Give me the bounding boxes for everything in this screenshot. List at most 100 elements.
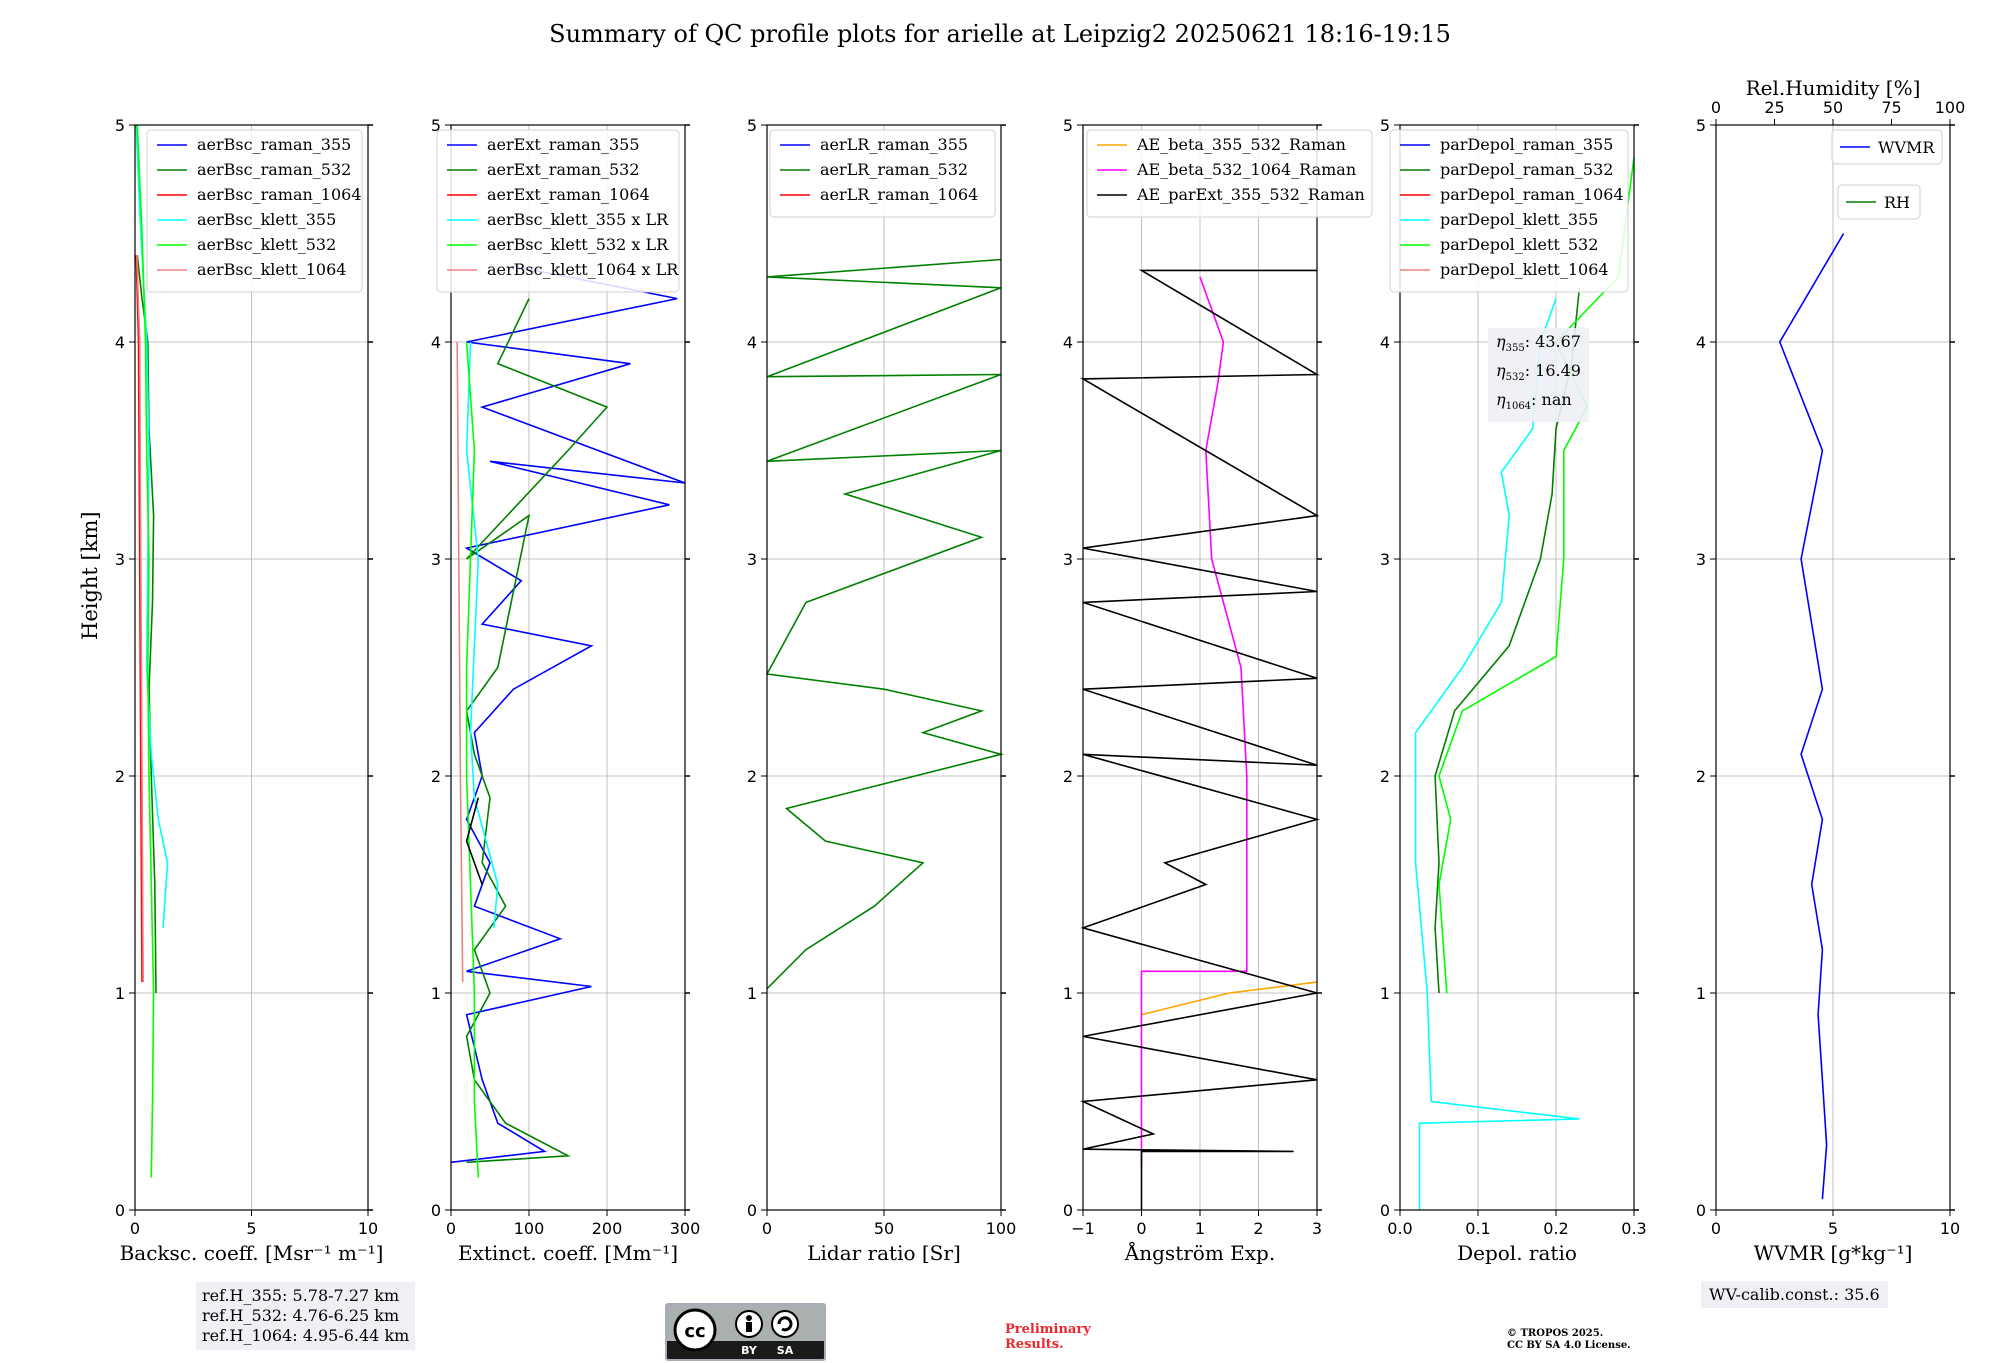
preliminary-note: Preliminary Results. bbox=[1005, 1322, 1091, 1352]
y-tick-label: 1 bbox=[115, 984, 125, 1003]
legend-entry: aerBsc_raman_355 bbox=[197, 135, 351, 154]
ref-height-355: ref.H_355: 5.78-7.27 km bbox=[202, 1286, 400, 1305]
x-tick-label: 0.2 bbox=[1543, 1219, 1568, 1238]
y-tick-label: 1 bbox=[1696, 984, 1706, 1003]
legend-entry: aerBsc_raman_1064 bbox=[197, 185, 362, 204]
eta-box: η355: 43.67 η532: 16.49 η1064: nan bbox=[1488, 328, 1589, 422]
series-line-parDepol_klett_355 bbox=[1414, 298, 1580, 1210]
legend-entry: aerBsc_klett_532 x LR bbox=[487, 235, 669, 254]
reference-heights-box: ref.H_355: 5.78-7.27 km ref.H_532: 4.76-… bbox=[196, 1282, 416, 1350]
legend-entry: WVMR bbox=[1878, 138, 1935, 157]
top-tick-label: 75 bbox=[1881, 98, 1901, 117]
plot-frame bbox=[1399, 124, 1635, 1211]
legend-entry: aerLR_raman_532 bbox=[820, 160, 968, 179]
x-tick-label: 50 bbox=[874, 1219, 894, 1238]
copyright-line-1: © TROPOS 2025. bbox=[1507, 1328, 1604, 1339]
x-tick-label: 100 bbox=[986, 1219, 1017, 1238]
series-line-aerExt_raman_355 bbox=[450, 265, 686, 1164]
legend-entry: aerBsc_klett_355 x LR bbox=[487, 210, 669, 229]
y-tick-label: 4 bbox=[115, 333, 125, 352]
legend-entry: aerBsc_klett_1064 x LR bbox=[487, 260, 679, 279]
panel-2: 0 100 200 300 0 1 2 3 4 5 Extinct. coeff. [Mm⁻¹] ae… bbox=[431, 116, 700, 1265]
ref-height-1064: ref.H_1064: 4.95-6.44 km bbox=[202, 1326, 410, 1345]
x-tick-label: 5 bbox=[246, 1219, 256, 1238]
legend-entry: RH bbox=[1884, 193, 1910, 212]
y-tick-label: 5 bbox=[1696, 116, 1706, 135]
x-tick-label: 1 bbox=[1195, 1219, 1205, 1238]
x-tick-label: 0 bbox=[446, 1219, 456, 1238]
panel-1: 0 5 10 0 1 2 3 4 5 Backsc. coeff. [Msr⁻¹ m⁻¹] aerB… bbox=[115, 116, 384, 1265]
legend-entry: aerBsc_klett_1064 bbox=[197, 260, 346, 279]
plot-frame bbox=[766, 124, 1002, 1211]
y-tick-label: 4 bbox=[431, 333, 441, 352]
y-tick-label: 1 bbox=[1380, 984, 1390, 1003]
series-line-AE_beta_355_532_Raman bbox=[1141, 981, 1318, 1016]
y-tick-label: 4 bbox=[747, 333, 757, 352]
y-tick-label: 0 bbox=[1696, 1201, 1706, 1220]
y-tick-label: 4 bbox=[1380, 333, 1390, 352]
y-tick-label: 5 bbox=[747, 116, 757, 135]
series-line-aerBsc_klett_1064 x LR bbox=[456, 341, 464, 983]
figure-title: Summary of QC profile plots for arielle … bbox=[549, 20, 1451, 48]
eta-355-value: 43.67 bbox=[1535, 332, 1581, 351]
cc-by-label: BY bbox=[741, 1344, 758, 1357]
cc-sa-label: SA bbox=[777, 1344, 794, 1357]
svg-text:cc: cc bbox=[684, 1321, 705, 1342]
y-tick-label: 2 bbox=[431, 767, 441, 786]
y-tick-label: 0 bbox=[431, 1201, 441, 1220]
y-tick-label: 5 bbox=[431, 116, 441, 135]
legend-box bbox=[1831, 129, 1943, 165]
legend-entry: parDepol_raman_355 bbox=[1440, 135, 1613, 154]
x-axis-label: Lidar ratio [Sr] bbox=[807, 1241, 961, 1265]
eta-532: η532: 16.49 bbox=[1496, 361, 1581, 384]
series-line-aerBsc_klett_532 x LR bbox=[465, 341, 480, 1178]
top-tick-label: 0 bbox=[1711, 98, 1721, 117]
series-line-AE_beta_532_1064_Raman bbox=[1140, 276, 1248, 1167]
legend-entry: AE_parExt_355_532_Raman bbox=[1136, 185, 1365, 204]
ref-height-532: ref.H_532: 4.76-6.25 km bbox=[202, 1306, 400, 1325]
legend-entry: parDepol_raman_532 bbox=[1440, 160, 1613, 179]
y-tick-label: 2 bbox=[1380, 767, 1390, 786]
preliminary-line-1: Preliminary bbox=[1005, 1322, 1091, 1337]
wv-calibration-box: WV-calib.const.: 35.6 bbox=[1701, 1281, 1888, 1308]
legend-entry: aerBsc_raman_532 bbox=[197, 160, 351, 179]
series-line-unnamed bbox=[465, 797, 483, 885]
top-tick-label: 50 bbox=[1823, 98, 1843, 117]
copyright-line-2: CC BY SA 4.0 License. bbox=[1507, 1340, 1631, 1351]
legend-entry: AE_beta_532_1064_Raman bbox=[1136, 160, 1356, 179]
y-tick-label: 4 bbox=[1063, 333, 1073, 352]
legend-entry: aerExt_raman_1064 bbox=[487, 185, 650, 204]
legend-entry: parDepol_klett_355 bbox=[1440, 210, 1598, 229]
legend-entry: parDepol_klett_1064 bbox=[1440, 260, 1609, 279]
preliminary-line-2: Results. bbox=[1005, 1337, 1064, 1352]
y-tick-label: 3 bbox=[115, 550, 125, 569]
x-axis-label: WVMR [g*kg⁻¹] bbox=[1754, 1241, 1913, 1265]
y-tick-label: 0 bbox=[115, 1201, 125, 1220]
y-tick-label: 5 bbox=[115, 116, 125, 135]
y-tick-label: 2 bbox=[1696, 767, 1706, 786]
y-tick-label: 2 bbox=[115, 767, 125, 786]
y-tick-label: 3 bbox=[1696, 550, 1706, 569]
y-tick-label: 5 bbox=[1063, 116, 1073, 135]
x-axis-label: Ångström Exp. bbox=[1124, 1240, 1275, 1265]
y-tick-label: 1 bbox=[747, 984, 757, 1003]
plot-frame bbox=[1082, 124, 1318, 1211]
x-axis-label: Extinct. coeff. [Mm⁻¹] bbox=[458, 1241, 678, 1265]
legend-entry: aerExt_raman_532 bbox=[487, 160, 640, 179]
y-tick-label: 1 bbox=[431, 984, 441, 1003]
x-tick-label: 0 bbox=[1136, 1219, 1146, 1238]
x-tick-label: 2 bbox=[1253, 1219, 1263, 1238]
y-tick-label: 3 bbox=[1063, 550, 1073, 569]
y-tick-label: 4 bbox=[1696, 333, 1706, 352]
series-line-aerBsc_raman_1064 bbox=[135, 255, 143, 983]
legend-entry: parDepol_klett_532 bbox=[1440, 235, 1598, 254]
legend-box bbox=[1086, 129, 1373, 218]
y-tick-label: 3 bbox=[431, 550, 441, 569]
y-tick-label: 2 bbox=[747, 767, 757, 786]
cc-logo-icon: cc BY SA bbox=[667, 1305, 824, 1357]
top-axis-label: Rel.Humidity [%] bbox=[1746, 76, 1921, 100]
copyright-note: © TROPOS 2025. CC BY SA 4.0 License. bbox=[1507, 1328, 1631, 1352]
legend-entry: aerLR_raman_1064 bbox=[820, 185, 978, 204]
